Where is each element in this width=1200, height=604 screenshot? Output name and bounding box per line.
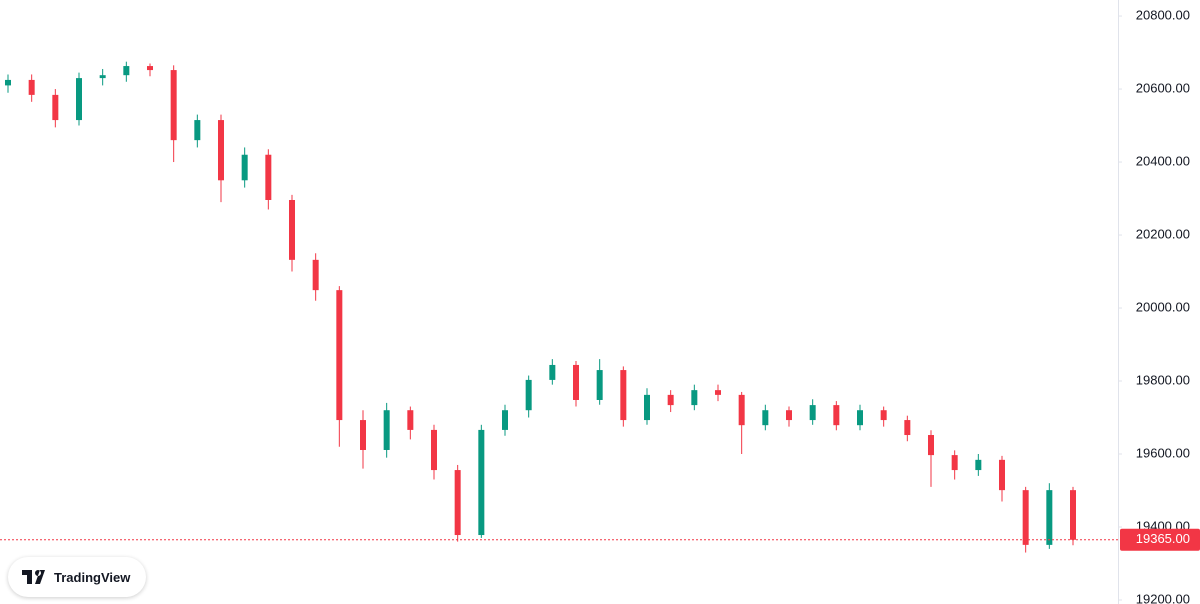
candle-body: [762, 410, 769, 426]
watermark-text: TradingView: [54, 569, 131, 585]
candle-body: [928, 435, 934, 456]
candle-body: [52, 94, 59, 121]
candle-body: [809, 405, 816, 421]
candle-body: [620, 370, 627, 421]
y-tick-label: 20600.00: [1136, 80, 1190, 95]
candle-body: [857, 410, 863, 426]
candle-body: [975, 459, 982, 471]
candle-body: [431, 429, 437, 471]
y-tick-label: 20400.00: [1136, 153, 1190, 168]
candle-body: [336, 290, 343, 421]
candle-body: [241, 154, 248, 181]
candle-body: [454, 470, 461, 536]
last-price-label: 19365.00: [1136, 531, 1190, 546]
candle-body: [715, 390, 721, 395]
candle-body: [5, 79, 11, 86]
candle-body: [691, 390, 698, 406]
candle-body: [478, 429, 485, 536]
candle-body: [170, 70, 177, 141]
candle-body: [383, 410, 390, 450]
y-tick-label: 19200.00: [1136, 591, 1190, 604]
candle-body: [999, 459, 1005, 491]
logo-icon: [22, 570, 45, 584]
y-tick-label: 20000.00: [1136, 299, 1190, 314]
candle-body: [738, 394, 745, 426]
candle-body: [644, 394, 650, 421]
candle-body: [786, 410, 792, 421]
candle-body: [147, 66, 153, 71]
y-tick-label: 20800.00: [1136, 7, 1190, 22]
candle-body: [904, 420, 911, 436]
candle-body: [289, 199, 295, 260]
candle-body: [194, 120, 201, 141]
y-tick-label: 20200.00: [1136, 226, 1190, 241]
candle-body: [312, 259, 319, 291]
candle-body: [28, 79, 35, 95]
candle-body: [549, 364, 556, 380]
candle-body: [123, 66, 130, 76]
candle-body: [1046, 490, 1053, 545]
candle-body: [573, 364, 579, 400]
candle-body: [99, 75, 106, 79]
candle-body: [667, 394, 674, 406]
last-price-box: [1120, 528, 1200, 551]
candle-body: [596, 370, 603, 400]
candle-body: [1022, 490, 1029, 545]
candle-body: [525, 379, 532, 411]
candle-body: [76, 78, 82, 121]
y-tick-label: 19600.00: [1136, 445, 1190, 460]
candle-body: [265, 154, 272, 200]
candle-body: [218, 120, 224, 181]
candle-body: [833, 405, 840, 426]
candle-body: [880, 410, 887, 421]
watermark[interactable]: TradingView: [8, 557, 146, 597]
y-tick-label: 19800.00: [1136, 372, 1190, 387]
candle-body: [407, 410, 414, 430]
candle-body: [502, 410, 508, 430]
candle-body: [1070, 490, 1076, 540]
candle-body: [951, 455, 958, 471]
candle-body: [360, 420, 366, 450]
